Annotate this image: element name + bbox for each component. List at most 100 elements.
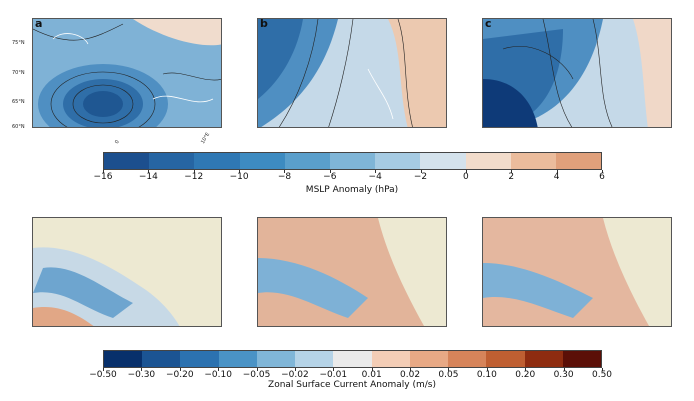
current-tick-mark	[602, 368, 603, 371]
current-swatch	[524, 351, 563, 367]
lat-label-75: 75°N	[12, 40, 25, 46]
current-map-d	[33, 218, 221, 326]
current-tick-mark	[256, 368, 258, 371]
current-tick-label: −0.01	[319, 370, 348, 380]
mslp-swatch	[329, 153, 376, 169]
mslp-tick-label: −4	[368, 172, 382, 182]
lon-label-10e: 10°E	[200, 131, 212, 145]
current-swatch	[104, 351, 143, 367]
current-tick-mark	[410, 368, 412, 371]
current-tick-label: −0.05	[242, 370, 271, 380]
mslp-colorbar	[103, 152, 602, 170]
mslp-swatch	[375, 153, 421, 169]
current-swatch	[562, 351, 602, 367]
mslp-tick-mark	[239, 170, 241, 173]
mslp-tick-label: −8	[277, 172, 292, 182]
mslp-map-c	[483, 19, 671, 127]
lat-label-70: 70°N	[12, 70, 25, 76]
current-tick-label: −0.10	[204, 370, 232, 380]
current-tick-label: −0.20	[165, 370, 194, 380]
current-swatch	[448, 351, 487, 367]
mslp-swatch	[239, 153, 285, 169]
current-tick-label: 0.50	[591, 370, 613, 380]
mslp-tick-mark	[103, 170, 104, 173]
map-panel-d: d	[32, 217, 222, 327]
current-swatch	[256, 351, 296, 367]
map-panel-f: f	[482, 217, 672, 327]
current-swatch	[295, 351, 334, 367]
current-swatch	[371, 351, 410, 367]
map-panel-e: e	[257, 217, 447, 327]
current-tick-label: 0.01	[361, 370, 382, 380]
mslp-tick-mark	[420, 170, 422, 173]
lat-label-65: 65°N	[12, 99, 25, 105]
map-panel-c: c	[482, 18, 672, 128]
current-tick-mark	[448, 368, 450, 371]
current-tick-mark	[486, 368, 488, 371]
current-colorbar	[103, 350, 602, 368]
current-swatch	[486, 351, 525, 367]
mslp-swatch	[149, 153, 195, 169]
current-swatch	[142, 351, 181, 367]
current-tick-label: 0.05	[438, 370, 459, 380]
mslp-tick-label: −2	[413, 172, 428, 182]
current-tick-mark	[371, 368, 373, 371]
mslp-swatch	[194, 153, 240, 169]
current-tick-label: 0.30	[553, 370, 574, 380]
current-tick-mark	[333, 368, 335, 371]
mslp-tick-mark	[465, 170, 467, 173]
mslp-tick-label: 6	[599, 172, 605, 182]
current-map-e	[258, 218, 446, 326]
current-tick-label: 0.02	[400, 370, 421, 380]
mslp-tick-mark	[284, 170, 286, 173]
current-tick-mark	[525, 368, 527, 371]
current-swatch	[409, 351, 449, 367]
mslp-tick-label: 2	[508, 172, 515, 182]
current-tick-label: −0.30	[127, 370, 156, 380]
mslp-tick-mark	[375, 170, 377, 173]
current-map-f	[483, 218, 671, 326]
current-tick-mark	[103, 368, 104, 371]
mslp-tick-label: −12	[184, 172, 204, 182]
panel-label: a	[35, 18, 43, 30]
lat-label-60: 60°N	[12, 124, 25, 130]
panel-label: b	[260, 18, 268, 30]
current-colorbar-title: Zonal Surface Current Anomaly (m/s)	[268, 380, 436, 390]
current-swatch	[218, 351, 257, 367]
mslp-colorbar-title: MSLP Anomaly (hPa)	[305, 185, 399, 195]
mslp-swatch	[420, 153, 466, 169]
current-tick-label: −0.02	[281, 370, 309, 380]
mslp-tick-label: −14	[138, 172, 158, 182]
current-tick-label: 0.20	[515, 370, 536, 380]
current-tick-mark	[141, 368, 143, 371]
mslp-swatch	[465, 153, 511, 169]
current-swatch	[180, 351, 219, 367]
current-tick-mark	[563, 368, 565, 371]
current-tick-label: 0.10	[476, 370, 497, 380]
mslp-tick-label: 0	[463, 172, 469, 182]
mslp-map-a	[33, 19, 221, 127]
mslp-tick-mark	[329, 170, 331, 173]
mslp-map-b	[258, 19, 446, 127]
map-panel-a: a	[32, 18, 222, 128]
mslp-tick-mark	[602, 170, 603, 173]
mslp-tick-mark	[148, 170, 150, 173]
mslp-swatch	[555, 153, 602, 169]
mslp-tick-label: −16	[93, 172, 113, 182]
mslp-tick-label: −10	[229, 172, 249, 182]
mslp-tick-mark	[193, 170, 195, 173]
current-tick-mark	[294, 368, 296, 371]
mslp-swatch	[284, 153, 330, 169]
mslp-tick-label: 4	[553, 172, 560, 182]
map-panel-b: b	[257, 18, 447, 128]
mslp-swatch	[510, 153, 556, 169]
current-tick-mark	[218, 368, 220, 371]
current-tick-label: −0.50	[89, 370, 117, 380]
current-tick-mark	[179, 368, 181, 371]
panel-label: c	[485, 18, 492, 30]
mslp-tick-label: −6	[323, 172, 337, 182]
current-swatch	[333, 351, 372, 367]
mslp-tick-mark	[511, 170, 513, 173]
mslp-swatch	[104, 153, 150, 169]
mslp-tick-mark	[556, 170, 558, 173]
